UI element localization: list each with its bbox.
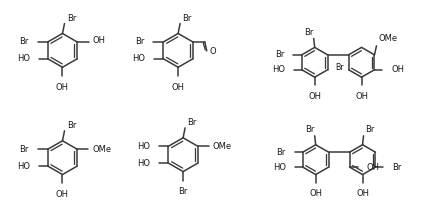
Text: OMe: OMe [213, 142, 232, 151]
Text: Br: Br [305, 125, 314, 134]
Text: HO: HO [273, 163, 286, 172]
Text: OH: OH [56, 190, 69, 199]
Text: Br: Br [304, 28, 313, 37]
Text: Br: Br [276, 50, 285, 59]
Text: Br: Br [335, 63, 344, 72]
Text: Br: Br [392, 163, 402, 172]
Text: Br: Br [187, 118, 197, 127]
Text: HO: HO [272, 65, 285, 74]
Text: Br: Br [365, 125, 374, 134]
Text: OH: OH [92, 36, 105, 45]
Text: HO: HO [17, 54, 30, 63]
Text: OMe: OMe [92, 145, 111, 154]
Text: OH: OH [367, 163, 379, 172]
Text: O: O [210, 47, 216, 56]
Text: Br: Br [20, 145, 29, 154]
Text: Br: Br [182, 14, 192, 23]
Text: OH: OH [309, 189, 322, 199]
Text: OH: OH [355, 92, 368, 101]
Text: Br: Br [20, 37, 29, 46]
Text: OH: OH [56, 83, 69, 92]
Text: OMe: OMe [379, 35, 398, 43]
Text: OH: OH [172, 83, 184, 92]
Text: HO: HO [133, 54, 146, 63]
Text: Br: Br [276, 148, 286, 157]
Text: Br: Br [178, 187, 188, 196]
Text: OH: OH [356, 189, 369, 199]
Text: Br: Br [67, 121, 76, 130]
Text: OH: OH [392, 65, 405, 74]
Text: OH: OH [308, 92, 321, 101]
Text: HO: HO [137, 159, 150, 168]
Text: HO: HO [137, 142, 150, 151]
Text: HO: HO [17, 162, 30, 171]
Text: Br: Br [67, 14, 76, 23]
Text: Br: Br [135, 37, 144, 46]
